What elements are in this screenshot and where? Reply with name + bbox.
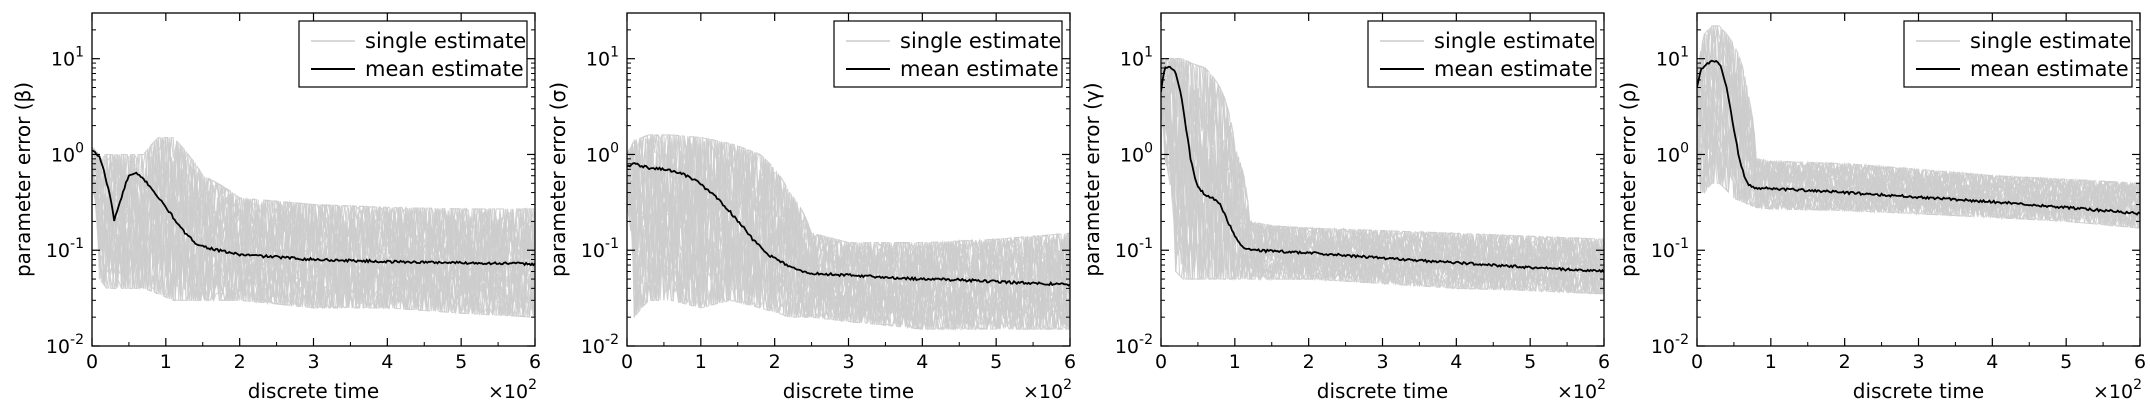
single-estimate-trace (92, 137, 535, 243)
x-tick-label: 6 (529, 351, 541, 373)
legend-label-mean: mean estimate (900, 57, 1059, 81)
x-multiplier-label: ×102 (1557, 377, 1606, 403)
y-tick-label: 10-1 (1115, 236, 1153, 262)
x-tick-label: 6 (1598, 351, 1610, 373)
legend-label-mean: mean estimate (1434, 57, 1593, 81)
x-tick-label: 4 (1986, 351, 1998, 373)
x-tick-label: 1 (160, 351, 172, 373)
x-tick-label: 0 (86, 351, 98, 373)
y-tick-label: 10-1 (581, 236, 619, 262)
legend: single estimate mean estimate (1903, 20, 2133, 88)
single-estimate-trace (1161, 58, 1604, 255)
x-tick-label: 2 (1303, 351, 1315, 373)
y-tick-label: 10-2 (1651, 332, 1689, 358)
x-axis-label: discrete time (1317, 379, 1448, 403)
x-tick-label: 5 (2060, 351, 2072, 373)
x-axis-label: discrete time (1853, 379, 1984, 403)
y-tick-label: 10-2 (581, 332, 619, 358)
single-estimate-trace (1697, 25, 2140, 198)
x-tick-label: 3 (1376, 351, 1388, 373)
y-tick-label: 100 (1120, 140, 1153, 166)
plot-area (1697, 25, 2140, 229)
x-axis-label: discrete time (248, 379, 379, 403)
legend-box (1367, 20, 1597, 88)
y-axis-label: parameter error (γ) (1080, 82, 1104, 276)
x-tick-label: 1 (695, 351, 707, 373)
single-estimate-trace (627, 134, 1070, 268)
single-estimate-trace (92, 137, 535, 239)
x-multiplier-label: ×102 (1023, 377, 1072, 403)
legend: single estimate mean estimate (298, 20, 528, 88)
y-tick-label: 101 (1120, 45, 1153, 71)
x-tick-label: 4 (916, 351, 928, 373)
legend-label-single: single estimate (1434, 29, 1595, 53)
x-multiplier-label: ×102 (2093, 377, 2142, 403)
mean-estimate-line (1161, 65, 1604, 274)
y-tick-label: 10-2 (46, 332, 84, 358)
x-tick-label: 2 (1839, 351, 1851, 373)
x-tick-label: 2 (769, 351, 781, 373)
mean-estimate-line (1697, 59, 2140, 216)
legend: single estimate mean estimate (1367, 20, 1597, 88)
x-tick-label: 0 (621, 351, 633, 373)
x-tick-label: 0 (1691, 351, 1703, 373)
chart-panel-2: 0 1 2 3 4 5 6 10-2 10-1 100 101 discrete time parame… (546, 12, 1076, 403)
single-estimate-trace (1161, 67, 1604, 276)
plot-area (92, 137, 535, 318)
y-axis-label: parameter error (σ) (546, 82, 570, 277)
legend: single estimate mean estimate (833, 20, 1063, 88)
x-tick-label: 2 (234, 351, 246, 373)
legend-label-single: single estimate (900, 29, 1061, 53)
mean-estimate-line (92, 149, 535, 267)
y-tick-label: 100 (586, 140, 619, 166)
single-estimate-trace (1161, 58, 1604, 256)
plot-area (627, 133, 1070, 332)
x-tick-label: 5 (1524, 351, 1536, 373)
y-tick-label: 10-1 (46, 236, 84, 262)
y-tick-label: 101 (51, 45, 84, 71)
legend-label-mean: mean estimate (1970, 57, 2129, 81)
chart-panel-4: 0 1 2 3 4 5 6 10-2 10-1 100 101 discrete time parame… (1616, 12, 2146, 403)
legend-label-single: single estimate (1970, 29, 2131, 53)
y-axis-label: parameter error (ρ) (1616, 82, 1640, 277)
x-tick-label: 3 (307, 351, 319, 373)
y-tick-label: 100 (1656, 140, 1689, 166)
x-tick-label: 1 (1765, 351, 1777, 373)
legend-label-mean: mean estimate (365, 57, 524, 81)
x-tick-label: 3 (1912, 351, 1924, 373)
y-tick-label: 10-2 (1115, 332, 1153, 358)
x-tick-label: 5 (455, 351, 467, 373)
x-axis-label: discrete time (783, 379, 914, 403)
chart-panel-3: 0 1 2 3 4 5 6 10-2 10-1 100 101 discrete time parame… (1080, 12, 1610, 403)
y-axis-label: parameter error (β) (11, 82, 35, 277)
y-tick-label: 101 (1656, 45, 1689, 71)
y-tick-label: 101 (586, 45, 619, 71)
legend-label-single: single estimate (365, 29, 526, 53)
x-tick-label: 6 (2134, 351, 2146, 373)
x-tick-label: 1 (1229, 351, 1241, 373)
y-tick-label: 10-1 (1651, 236, 1689, 262)
x-tick-label: 4 (381, 351, 393, 373)
x-tick-label: 5 (990, 351, 1002, 373)
single-estimate-trace (1697, 27, 2140, 201)
x-tick-label: 0 (1155, 351, 1167, 373)
single-estimate-trace (1697, 25, 2140, 198)
x-tick-label: 6 (1064, 351, 1076, 373)
single-estimate-trace (1697, 84, 2140, 221)
single-estimate-trace (1697, 111, 2140, 229)
chart-panel-1: 0 1 2 3 4 5 6 10-2 10-1 100 101 discrete time parame… (11, 12, 541, 403)
legend-box (298, 20, 528, 88)
legend-box (1903, 20, 2133, 88)
mean-estimate-line (627, 162, 1070, 287)
x-tick-label: 4 (1450, 351, 1462, 373)
plot-area (1161, 57, 1604, 295)
y-tick-label: 100 (51, 140, 84, 166)
legend-box (833, 20, 1063, 88)
x-tick-label: 3 (842, 351, 854, 373)
x-multiplier-label: ×102 (488, 377, 537, 403)
